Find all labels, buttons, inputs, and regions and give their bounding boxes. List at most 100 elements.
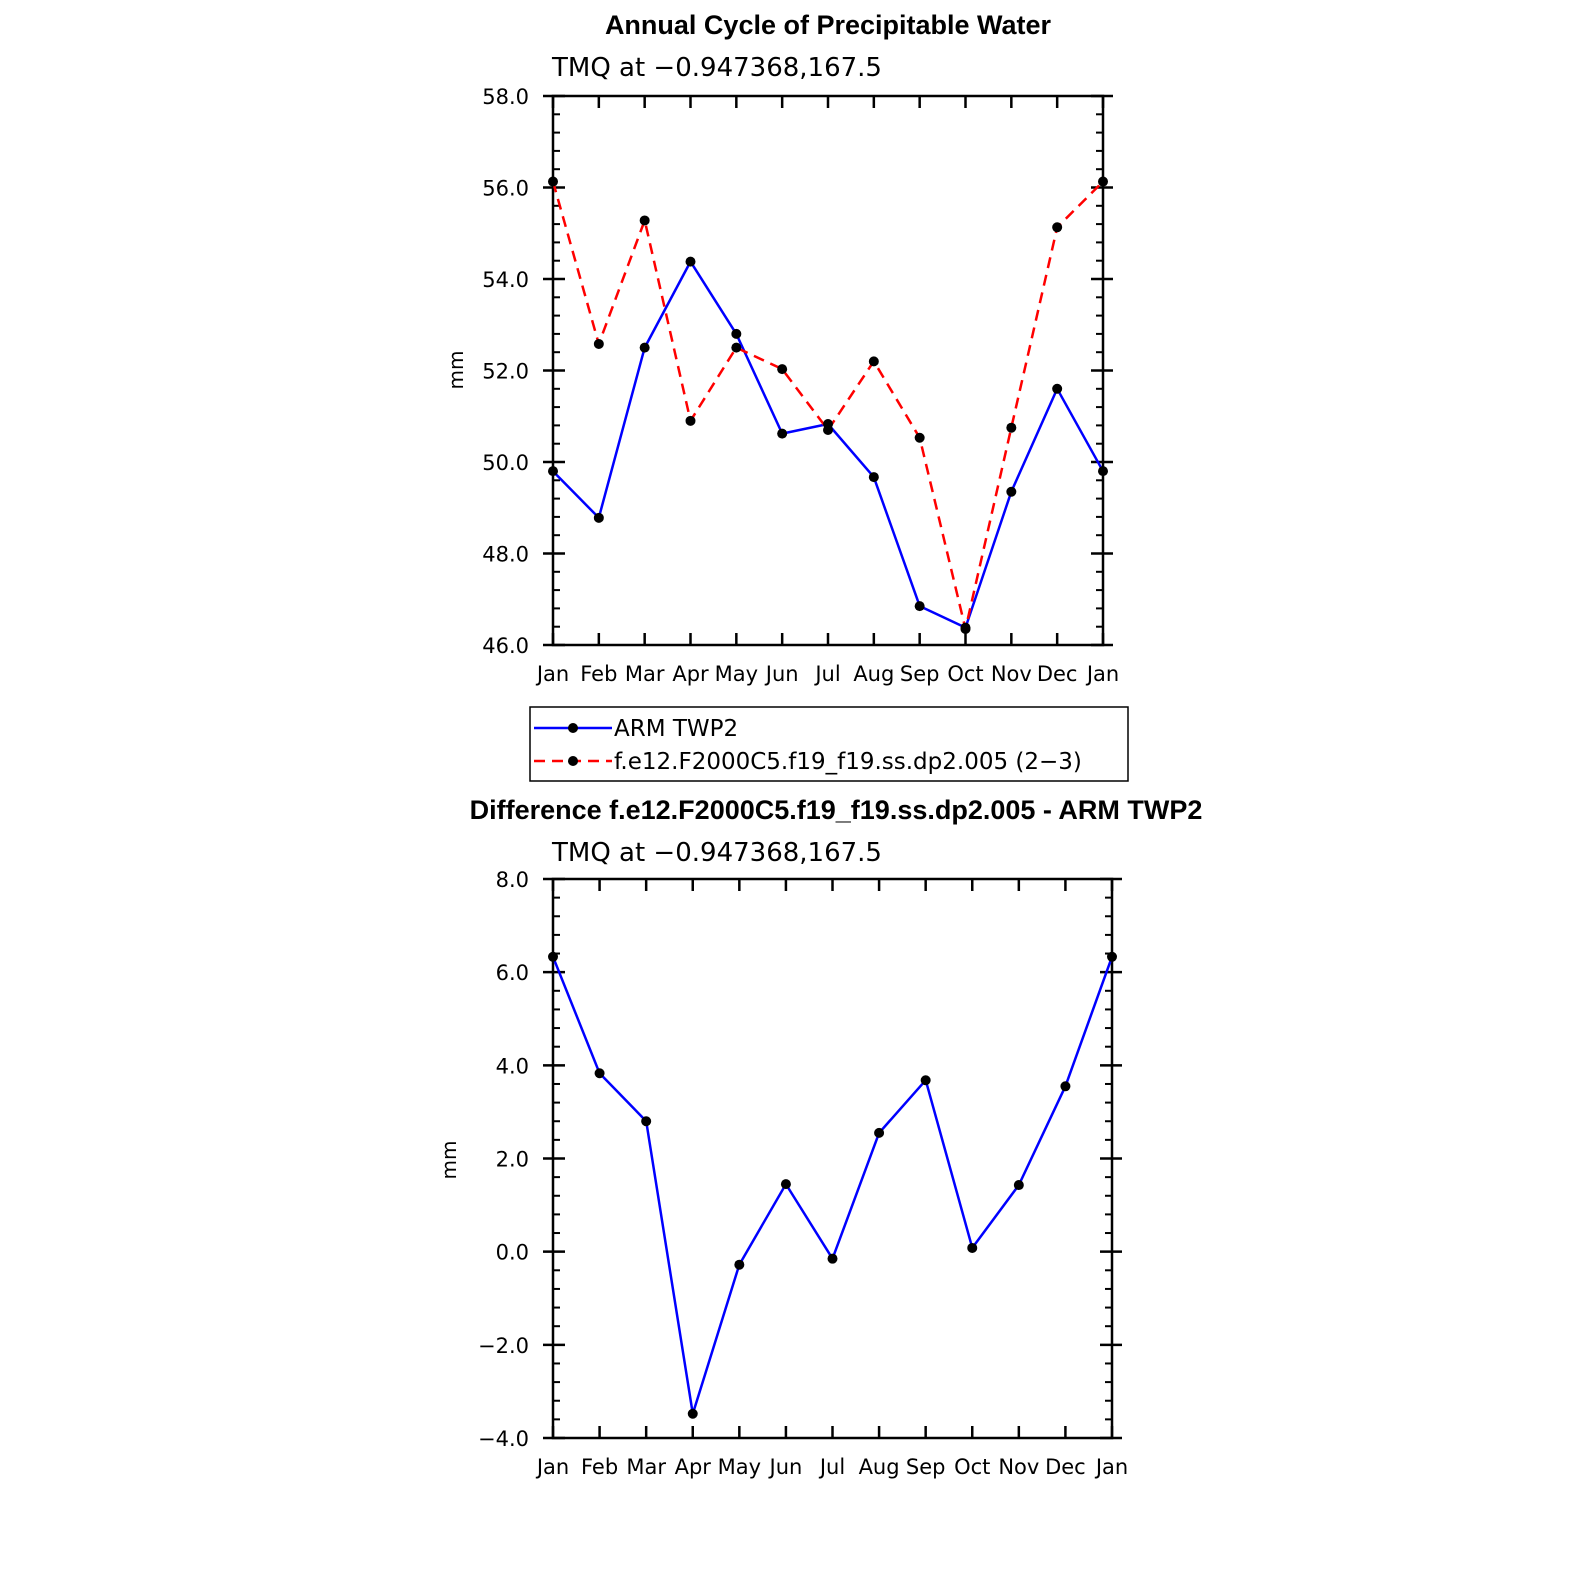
y-tick-label: 50.0 bbox=[482, 451, 529, 475]
x-tick-label: Sep bbox=[906, 1455, 946, 1479]
data-point-0 bbox=[639, 342, 650, 353]
x-tick-label: Oct bbox=[954, 1455, 990, 1479]
x-tick-label: Aug bbox=[859, 1455, 900, 1479]
y-tick-label: 8.0 bbox=[496, 868, 529, 892]
data-point-0 bbox=[874, 1127, 885, 1138]
x-tick-label: Feb bbox=[580, 662, 617, 686]
x-tick-label: Nov bbox=[991, 662, 1032, 686]
data-point-1 bbox=[1006, 422, 1017, 433]
y-tick-label: −4.0 bbox=[478, 1427, 529, 1451]
y-tick-label: 46.0 bbox=[482, 634, 529, 658]
series-line-1 bbox=[551, 180, 1104, 631]
x-tick-label: Apr bbox=[672, 662, 709, 686]
plot-frame bbox=[551, 877, 1114, 1440]
y-tick-label: −2.0 bbox=[478, 1334, 529, 1358]
data-point-1 bbox=[639, 215, 650, 226]
data-point-1 bbox=[777, 364, 788, 375]
x-tick-label: Dec bbox=[1045, 1455, 1086, 1479]
x-tick-label: May bbox=[718, 1455, 761, 1479]
y-tick-label: 0.0 bbox=[496, 1241, 529, 1265]
data-point-1 bbox=[593, 338, 604, 349]
data-point-0 bbox=[868, 472, 879, 483]
data-point-1 bbox=[685, 415, 696, 426]
data-point-0 bbox=[548, 951, 558, 962]
x-tick-label: Mar bbox=[626, 1455, 666, 1479]
axes: Jan Feb Mar Apr May Jun Jul Aug Sep Oct Nov Dec Jan−… bbox=[478, 868, 1128, 1479]
y-axis-label: mm bbox=[444, 351, 468, 390]
data-point-1 bbox=[731, 342, 742, 353]
x-tick-label: Jan bbox=[535, 1455, 569, 1479]
x-tick-label: Dec bbox=[1037, 662, 1078, 686]
data-point-1 bbox=[868, 356, 879, 367]
y-tick-label: 48.0 bbox=[482, 543, 529, 567]
data-point-0 bbox=[1107, 951, 1117, 962]
y-tick-label: 54.0 bbox=[482, 268, 529, 292]
series-group bbox=[548, 176, 1108, 634]
data-point-0 bbox=[920, 1075, 931, 1086]
data-point-0 bbox=[594, 1068, 605, 1079]
y-tick-label: 58.0 bbox=[482, 85, 529, 109]
data-point-0 bbox=[685, 256, 696, 267]
data-point-0 bbox=[687, 1408, 698, 1419]
data-point-1 bbox=[548, 176, 558, 187]
data-point-0 bbox=[641, 1116, 652, 1127]
difference-chart: Difference f.e12.F2000C5.f19_f19.ss.dp2.… bbox=[437, 795, 1202, 1479]
x-tick-label: Jan bbox=[1085, 662, 1119, 686]
data-point-0 bbox=[731, 328, 742, 339]
legend-marker-model bbox=[568, 756, 578, 766]
series-line-0 bbox=[552, 260, 1105, 629]
data-point-0 bbox=[967, 1242, 978, 1253]
legend-marker-arm bbox=[568, 723, 578, 733]
chart-title: Difference f.e12.F2000C5.f19_f19.ss.dp2.… bbox=[470, 795, 1203, 825]
legend-box bbox=[529, 706, 1129, 782]
x-tick-label: Feb bbox=[581, 1455, 618, 1479]
x-tick-label: Jul bbox=[818, 1455, 845, 1479]
x-tick-label: Sep bbox=[900, 662, 940, 686]
data-point-0 bbox=[734, 1259, 745, 1270]
data-point-0 bbox=[780, 1179, 791, 1190]
data-point-0 bbox=[1060, 1081, 1071, 1092]
data-point-0 bbox=[827, 1253, 838, 1264]
chart-title: Annual Cycle of Precipitable Water bbox=[605, 10, 1052, 40]
legend-label-model: f.e12.F2000C5.f19_f19.ss.dp2.005 (2−3) bbox=[614, 749, 1082, 775]
y-tick-label: 6.0 bbox=[496, 961, 529, 985]
x-tick-label: Oct bbox=[947, 662, 983, 686]
y-tick-label: 52.0 bbox=[482, 360, 529, 384]
y-tick-label: 4.0 bbox=[496, 1054, 529, 1078]
data-point-0 bbox=[1006, 486, 1017, 497]
data-point-0 bbox=[548, 466, 558, 477]
data-point-1 bbox=[823, 424, 833, 435]
x-tick-label: Mar bbox=[625, 662, 665, 686]
series-group bbox=[548, 951, 1117, 1419]
data-point-1 bbox=[1098, 176, 1108, 187]
data-point-0 bbox=[593, 512, 604, 523]
x-tick-label: Apr bbox=[675, 1455, 712, 1479]
data-point-0 bbox=[1013, 1180, 1024, 1191]
x-tick-label: Jun bbox=[764, 662, 799, 686]
data-point-0 bbox=[1052, 383, 1063, 394]
plot-frame bbox=[551, 94, 1105, 647]
data-point-1 bbox=[914, 432, 925, 443]
data-point-1 bbox=[1052, 222, 1063, 233]
legend: ARM TWP2 f.e12.F2000C5.f19_f19.ss.dp2.00… bbox=[529, 706, 1129, 782]
x-tick-label: May bbox=[715, 662, 758, 686]
x-tick-label: Jun bbox=[768, 1455, 803, 1479]
y-axis-label: mm bbox=[437, 1141, 461, 1180]
data-point-0 bbox=[1098, 466, 1108, 477]
chart-subtitle: TMQ at −0.947368,167.5 bbox=[551, 53, 882, 83]
x-tick-label: Aug bbox=[853, 662, 894, 686]
x-tick-label: Jan bbox=[535, 662, 569, 686]
series-line-0 bbox=[551, 956, 1114, 1416]
x-tick-label: Nov bbox=[998, 1455, 1039, 1479]
y-tick-label: 56.0 bbox=[482, 177, 529, 201]
legend-label-arm: ARM TWP2 bbox=[614, 716, 738, 742]
x-tick-label: Jan bbox=[1094, 1455, 1128, 1479]
chart-subtitle: TMQ at −0.947368,167.5 bbox=[551, 838, 882, 868]
y-tick-label: 2.0 bbox=[496, 1148, 529, 1172]
axes: Jan Feb Mar Apr May Jun Jul Aug Sep Oct Nov Dec Jan4… bbox=[482, 85, 1119, 686]
data-point-1 bbox=[960, 623, 971, 634]
data-point-0 bbox=[914, 601, 925, 612]
data-point-0 bbox=[777, 428, 788, 439]
x-tick-label: Jul bbox=[813, 662, 840, 686]
